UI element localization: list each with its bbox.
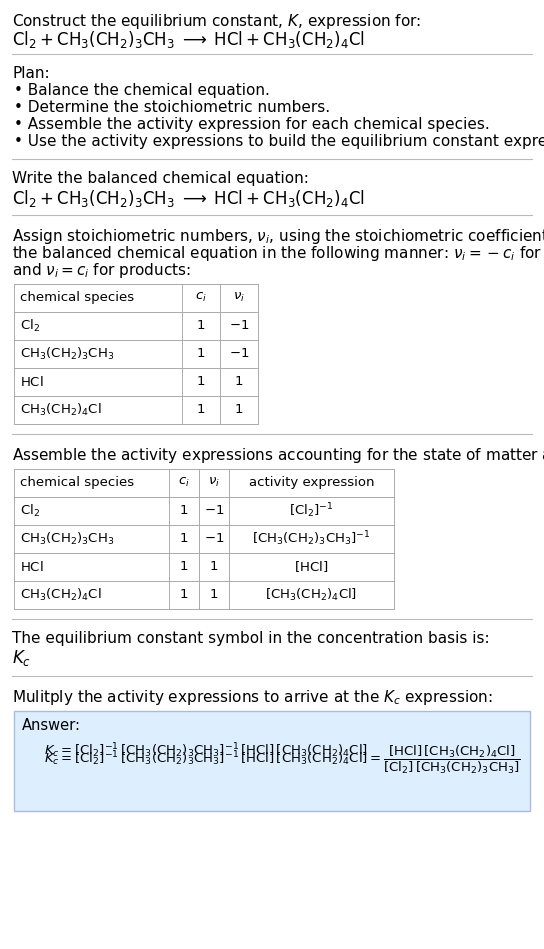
Text: 1: 1 [197,375,205,388]
Text: $\mathrm{Cl_2 + CH_3(CH_2)_3CH_3 \;\longrightarrow\; HCl + CH_3(CH_2)_4Cl}$: $\mathrm{Cl_2 + CH_3(CH_2)_3CH_3 \;\long… [12,188,365,209]
Text: $K_c = [\mathrm{Cl_2}]^{-1}\,[\mathrm{CH_3(CH_2)_3CH_3}]^{-1}\,[\mathrm{HCl}]\,[: $K_c = [\mathrm{Cl_2}]^{-1}\,[\mathrm{CH… [44,743,521,775]
Text: $1$: $1$ [234,375,244,388]
Text: $1$: $1$ [234,403,244,417]
Text: 1: 1 [197,403,205,417]
Text: $[\mathrm{CH_3(CH_2)_3CH_3}]^{-1}$: $[\mathrm{CH_3(CH_2)_3CH_3}]^{-1}$ [252,530,371,549]
Text: $-1$: $-1$ [229,347,249,361]
FancyBboxPatch shape [14,712,530,811]
Text: $\mathrm{CH_3(CH_2)_3CH_3}$: $\mathrm{CH_3(CH_2)_3CH_3}$ [20,530,114,547]
Text: 1: 1 [180,588,188,602]
Text: $c_i$: $c_i$ [195,291,207,305]
Text: Assemble the activity expressions accounting for the state of matter and $\nu_i$: Assemble the activity expressions accoun… [12,446,544,465]
Text: Write the balanced chemical equation:: Write the balanced chemical equation: [12,171,309,186]
Text: $-1$: $-1$ [204,532,224,546]
Text: 1: 1 [197,319,205,332]
Text: Mulitply the activity expressions to arrive at the $K_c$ expression:: Mulitply the activity expressions to arr… [12,688,493,707]
Bar [14,284,258,423]
Text: $\mathrm{CH_3(CH_2)_3CH_3}$: $\mathrm{CH_3(CH_2)_3CH_3}$ [20,345,114,362]
Text: • Determine the stoichiometric numbers.: • Determine the stoichiometric numbers. [14,100,330,115]
Bar [14,469,394,608]
Text: $1$: $1$ [209,560,219,573]
Text: $[\mathrm{HCl}]$: $[\mathrm{HCl}]$ [294,559,329,574]
Text: $-1$: $-1$ [229,319,249,332]
Text: Answer:: Answer: [22,718,81,734]
Text: $\mathrm{CH_3(CH_2)_4Cl}$: $\mathrm{CH_3(CH_2)_4Cl}$ [20,586,102,603]
Text: $-1$: $-1$ [204,504,224,517]
Text: 1: 1 [180,504,188,517]
Text: chemical species: chemical species [20,476,134,490]
Text: $1$: $1$ [209,588,219,602]
Text: $c_i$: $c_i$ [178,476,190,490]
Text: activity expression: activity expression [249,476,374,490]
Text: 1: 1 [180,532,188,546]
Text: $\mathrm{Cl_2 + CH_3(CH_2)_3CH_3 \;\longrightarrow\; HCl + CH_3(CH_2)_4Cl}$: $\mathrm{Cl_2 + CH_3(CH_2)_3CH_3 \;\long… [12,29,365,50]
Text: the balanced chemical equation in the following manner: $\nu_i = -c_i$ for react: the balanced chemical equation in the fo… [12,244,544,263]
Text: chemical species: chemical species [20,291,134,305]
Text: $K_c$: $K_c$ [12,648,31,668]
Text: 1: 1 [197,347,205,361]
Text: $\mathrm{Cl_2}$: $\mathrm{Cl_2}$ [20,503,40,519]
Text: The equilibrium constant symbol in the concentration basis is:: The equilibrium constant symbol in the c… [12,631,490,645]
Text: $\mathrm{HCl}$: $\mathrm{HCl}$ [20,560,44,574]
Text: Assign stoichiometric numbers, $\nu_i$, using the stoichiometric coefficients, $: Assign stoichiometric numbers, $\nu_i$, … [12,227,544,246]
Text: Plan:: Plan: [12,65,50,81]
Text: $K_c = [\mathrm{Cl_2}]^{-1}\,[\mathrm{CH_3(CH_2)_3CH_3}]^{-1}\,[\mathrm{HCl}]\,[: $K_c = [\mathrm{Cl_2}]^{-1}\,[\mathrm{CH… [44,741,368,760]
Text: • Use the activity expressions to build the equilibrium constant expression.: • Use the activity expressions to build … [14,134,544,149]
Text: 1: 1 [180,560,188,573]
Text: $\mathrm{CH_3(CH_2)_4Cl}$: $\mathrm{CH_3(CH_2)_4Cl}$ [20,401,102,418]
Text: $\mathrm{Cl_2}$: $\mathrm{Cl_2}$ [20,318,40,334]
Text: • Assemble the activity expression for each chemical species.: • Assemble the activity expression for e… [14,117,490,132]
Text: Construct the equilibrium constant, $K$, expression for:: Construct the equilibrium constant, $K$,… [12,12,421,31]
Text: $\nu_i$: $\nu_i$ [208,476,220,490]
Text: • Balance the chemical equation.: • Balance the chemical equation. [14,83,270,98]
Text: $[\mathrm{CH_3(CH_2)_4Cl}]$: $[\mathrm{CH_3(CH_2)_4Cl}]$ [265,586,357,603]
Text: $\nu_i$: $\nu_i$ [233,291,245,305]
Text: and $\nu_i = c_i$ for products:: and $\nu_i = c_i$ for products: [12,261,191,280]
Text: $[\mathrm{Cl_2}]^{-1}$: $[\mathrm{Cl_2}]^{-1}$ [289,501,334,520]
Text: $\mathrm{HCl}$: $\mathrm{HCl}$ [20,375,44,389]
